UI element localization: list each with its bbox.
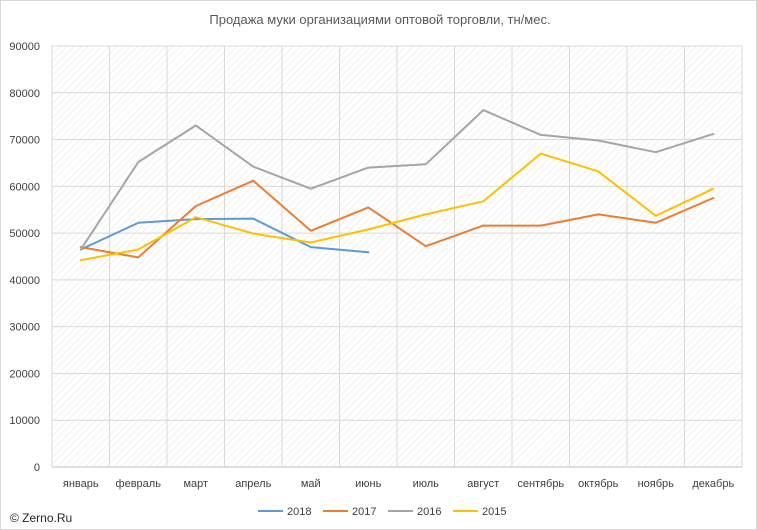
x-tick-label: июнь bbox=[355, 478, 381, 490]
x-tick-label: февраль bbox=[116, 478, 162, 490]
x-tick-label: сентябрь bbox=[517, 478, 564, 490]
y-tick-label: 0 bbox=[34, 462, 40, 474]
legend-label-2015: 2015 bbox=[482, 506, 506, 518]
x-tick-label: октябрь bbox=[578, 478, 618, 490]
y-tick-label: 10000 bbox=[9, 415, 40, 427]
series-line-2016 bbox=[79, 109, 715, 251]
x-tick-label: ноябрь bbox=[638, 478, 675, 490]
y-tick-label: 80000 bbox=[9, 88, 40, 100]
y-tick-label: 20000 bbox=[9, 368, 40, 380]
gridlines bbox=[51, 45, 743, 468]
y-tick-label: 50000 bbox=[9, 228, 40, 240]
legend: 2018 2017 2016 2015 bbox=[258, 506, 506, 518]
y-tick-label: 90000 bbox=[9, 41, 40, 53]
y-tick-label: 60000 bbox=[9, 181, 40, 193]
y-tick-label: 40000 bbox=[9, 275, 40, 287]
x-tick-label: апрель bbox=[235, 478, 271, 490]
legend-label-2017: 2017 bbox=[352, 506, 376, 518]
x-tick-label: декабрь bbox=[692, 478, 734, 490]
x-axis: январь февраль март апрель май июнь июль август… bbox=[63, 478, 735, 490]
x-tick-label: август bbox=[467, 478, 499, 490]
x-tick-label: июль bbox=[413, 478, 440, 490]
chart-title: Продажа муки организациями оптовой торго… bbox=[209, 12, 550, 27]
series-line-2018 bbox=[79, 217, 370, 254]
x-tick-label: март bbox=[183, 478, 208, 490]
legend-label-2018: 2018 bbox=[287, 506, 311, 518]
x-tick-label: май bbox=[301, 478, 321, 490]
legend-label-2016: 2016 bbox=[417, 506, 441, 518]
y-tick-label: 30000 bbox=[9, 322, 40, 334]
y-axis: 0 10000 20000 30000 40000 50000 60000 70000 8000… bbox=[9, 41, 40, 474]
series-line-2017 bbox=[79, 179, 715, 259]
y-tick-label: 70000 bbox=[9, 135, 40, 147]
watermark: © Zerno.Ru bbox=[10, 511, 72, 525]
series-line-2015 bbox=[79, 152, 715, 262]
x-tick-label: январь bbox=[63, 478, 99, 490]
series-lines bbox=[79, 109, 715, 262]
